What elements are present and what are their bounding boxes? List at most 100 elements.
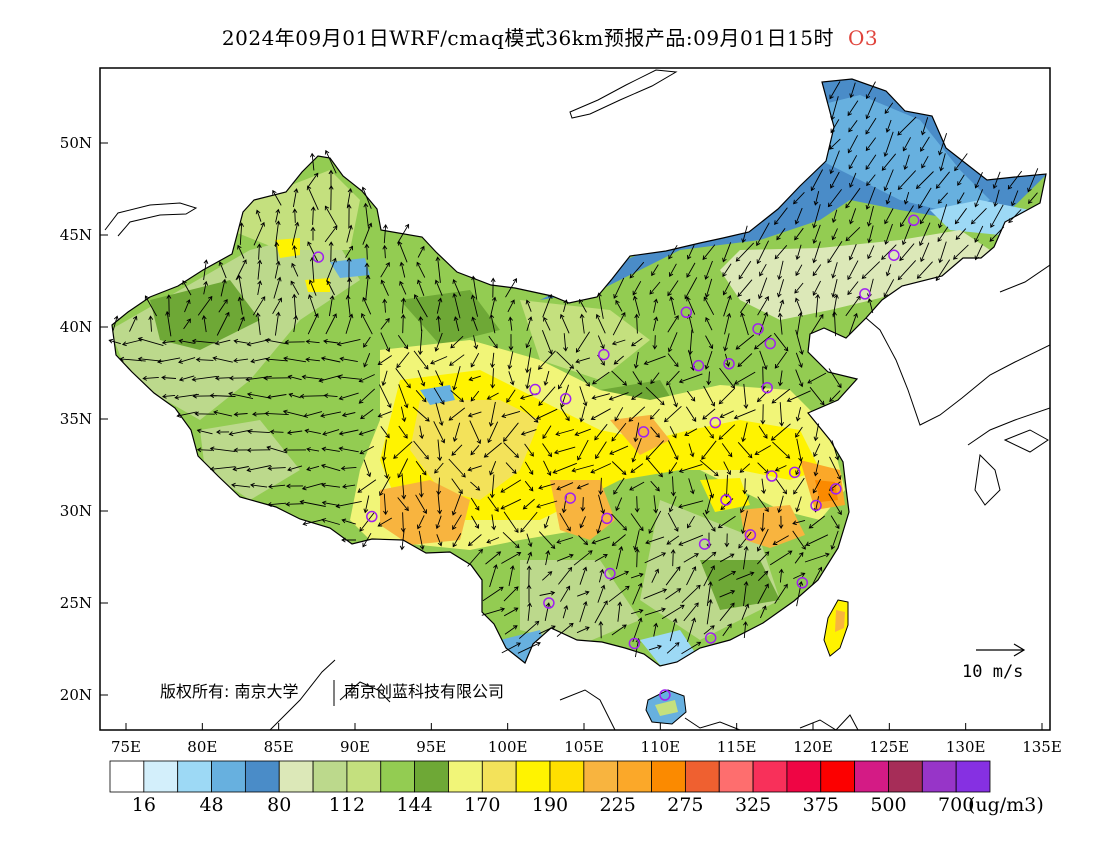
wind-arrow (740, 312, 749, 336)
wind-arrow (274, 241, 280, 262)
wind-arrow (645, 386, 665, 406)
colorbar-swatch (414, 760, 449, 793)
wind-arrow (434, 332, 443, 352)
wind-arrow (653, 622, 659, 637)
wind-arrow (866, 205, 874, 227)
wind-arrow (670, 476, 676, 497)
wind-arrow (795, 244, 802, 261)
wind-arrow (347, 277, 352, 298)
wind-arrow (804, 552, 830, 563)
wind-arrow (990, 204, 1004, 228)
wind-arrow (255, 312, 261, 335)
wind-arrow (291, 262, 299, 277)
wind-arrow (487, 421, 499, 444)
wind-arrow (900, 205, 914, 228)
wind-arrow (339, 356, 358, 363)
wind-arrow (778, 568, 784, 583)
wind-arrow (452, 292, 461, 319)
wind-arrow (520, 511, 538, 533)
wind-arrow (363, 495, 370, 514)
city-station-marker (692, 359, 705, 372)
wind-arrow (935, 171, 950, 189)
wind-arrow (486, 392, 499, 400)
wind-arrow (490, 352, 495, 369)
wind-arrow (756, 222, 770, 247)
wind-arrow (382, 244, 388, 259)
wind-arrow (397, 458, 409, 479)
wind-arrow (724, 533, 730, 548)
wind-arrow (974, 225, 984, 243)
colorbar-swatch (109, 760, 145, 793)
colorbar-label: 170 (464, 794, 500, 816)
wind-arrow (865, 154, 877, 171)
wind-arrow (305, 357, 320, 362)
wind-arrow (722, 263, 732, 278)
pollutant-label: O3 (847, 26, 879, 50)
wind-arrow (162, 393, 176, 399)
wind-arrow (903, 154, 910, 171)
wind-arrow (218, 261, 227, 279)
wind-arrow (416, 261, 426, 278)
wind-arrow (524, 480, 534, 492)
wind-arrow (813, 190, 820, 206)
wind-arrow (418, 475, 424, 498)
city-station-marker (366, 510, 378, 523)
wind-arrow (829, 456, 842, 480)
wind-arrow (786, 390, 811, 403)
wind-arrow (397, 497, 409, 512)
wind-arrow (558, 366, 572, 390)
wind-arrow (326, 280, 335, 296)
wind-arrow (358, 429, 375, 436)
wind-arrow (453, 316, 460, 332)
wind-arrow (268, 484, 286, 489)
wind-arrow (412, 406, 430, 422)
city-station-marker (796, 577, 809, 589)
wind-arrow (901, 223, 912, 246)
colorbar-label: 80 (267, 794, 291, 816)
wind-arrow (450, 335, 464, 349)
wind-arrow (434, 462, 444, 474)
wind-arrow (490, 296, 497, 315)
wind-arrow (338, 446, 359, 453)
lat-tick-label: 25N (60, 594, 92, 612)
wind-arrow (525, 299, 532, 312)
wind-arrow (773, 332, 789, 352)
wind-arrow (304, 428, 321, 435)
wind-arrow (292, 188, 299, 208)
wind-arrow (553, 446, 576, 455)
wind-arrow (301, 482, 324, 491)
wind-arrow (631, 608, 644, 615)
wind-arrow (831, 209, 838, 224)
wind-arrow (663, 405, 682, 423)
wind-arrow (194, 411, 215, 417)
wind-arrow (595, 441, 607, 460)
wind-arrow (275, 208, 281, 223)
wind-arrow (704, 425, 714, 439)
wind-arrow (363, 459, 372, 478)
wind-arrow (634, 313, 640, 334)
wind-arrow (307, 241, 319, 263)
wind-arrow (919, 222, 931, 247)
wind-arrow (184, 299, 191, 313)
wind-arrow (774, 245, 788, 260)
wind-arrow (328, 241, 334, 262)
map-title: 2024年09月01日WRF/cmaq模式36km预报产品:09月01日15时 O… (0, 22, 1100, 51)
wind-arrow (399, 530, 405, 551)
wind-arrow (467, 465, 482, 472)
wind-arrow (952, 244, 969, 260)
wind-arrow (450, 390, 464, 403)
wind-arrow (399, 280, 407, 295)
wind-arrow (358, 388, 376, 404)
wind-arrow (632, 280, 642, 296)
wind-arrow (525, 347, 532, 374)
wind-arrow (668, 244, 678, 260)
city-station-marker (559, 393, 572, 405)
wind-arrow (579, 566, 588, 585)
wind-arrow (645, 440, 665, 461)
wind-arrow (527, 602, 533, 621)
wind-arrow (487, 496, 499, 513)
wind-arrow (669, 296, 676, 316)
wind-arrow (993, 189, 1000, 208)
wind-arrow (611, 534, 626, 547)
wind-arrow (617, 601, 623, 622)
